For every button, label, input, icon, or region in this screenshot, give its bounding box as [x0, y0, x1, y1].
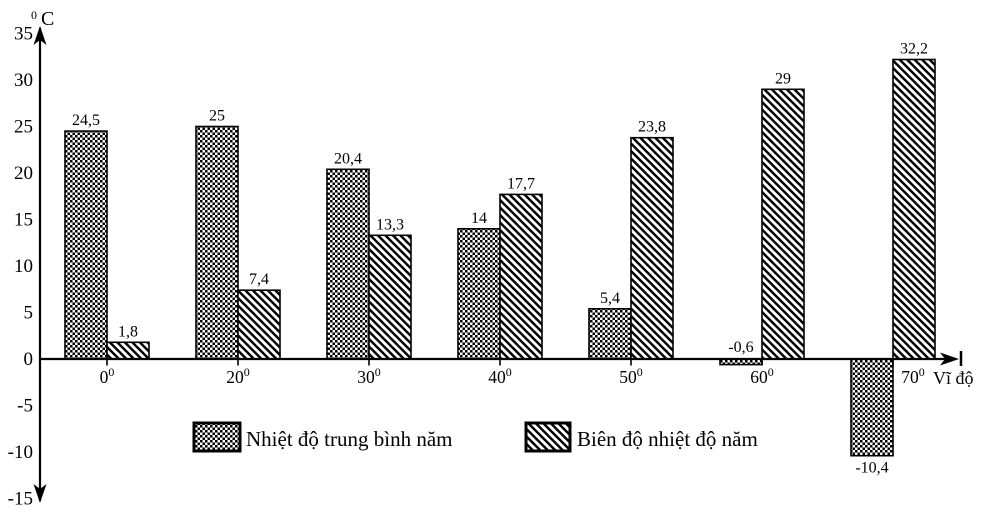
value-label-series1-30: 20,4	[334, 150, 362, 167]
value-label-series1-50: 5,4	[600, 290, 620, 307]
x-category-label-30: 300	[357, 365, 381, 387]
y-tick-label-35: 35	[14, 24, 33, 45]
y-tick-label--10: -10	[8, 442, 33, 463]
y-axis-title: 0 C	[31, 6, 54, 30]
value-label-series1-0: 24,5	[72, 112, 100, 129]
legend-swatch-checkerboard	[192, 421, 242, 453]
value-label-series2-60: 29	[775, 70, 791, 87]
x-category-label-50: 500	[619, 365, 643, 387]
bar-series2-0	[106, 341, 150, 360]
bar-series2-20	[237, 289, 281, 360]
bar-series2-30	[368, 234, 412, 360]
axes-group	[33, 26, 963, 503]
value-label-series2-70: 32,2	[900, 41, 928, 58]
bar-series1-40	[457, 228, 501, 360]
legend-label-series-2: Biên độ nhiệt độ năm	[577, 427, 758, 451]
value-label-series1-70: -10,4	[855, 460, 888, 477]
x-category-label-0: 00	[100, 365, 115, 387]
x-category-label-40: 400	[488, 365, 512, 387]
y-tick-label--5: -5	[17, 396, 33, 417]
value-label-series1-40: 14	[471, 210, 487, 227]
y-axis-arrow-down-icon	[33, 484, 47, 503]
x-axis-arrow-right-icon	[940, 352, 959, 366]
x-axis-title: Vĩ độ	[933, 368, 974, 388]
y-tick-label-0: 0	[24, 349, 34, 370]
bar-series1-50	[588, 307, 632, 360]
y-axis-arrow-up-icon	[33, 26, 47, 45]
bar-series2-70	[892, 58, 936, 360]
bar-series2-60	[761, 88, 805, 360]
value-label-series2-20: 7,4	[249, 271, 269, 288]
legend-swatch-diagonal-hatch	[524, 421, 572, 453]
bar-series1-20	[195, 125, 239, 360]
y-axis-tick-labels: 35 30 25 20 15 10 5 0 -5 -10 -15	[8, 24, 33, 510]
bar-series1-0	[64, 130, 108, 360]
value-label-series2-0: 1,8	[118, 323, 138, 340]
x-category-label-70: 700	[901, 365, 925, 387]
bar-series1-70	[850, 358, 894, 457]
legend-label-series-1: Nhiệt độ trung bình năm	[246, 427, 452, 451]
y-axis-title-superscript: 0	[31, 8, 37, 22]
y-tick-label-25: 25	[14, 117, 33, 138]
y-tick-label-30: 30	[14, 70, 33, 91]
bar-value-labels: 24,5 25 20,4 14 5,4 -0,6 -10,4 1,8 7,4 13,3 17,7 23…	[72, 41, 928, 477]
y-tick-label-20: 20	[14, 163, 33, 184]
y-tick-label-10: 10	[14, 256, 33, 277]
value-label-series2-30: 13,3	[376, 216, 404, 233]
value-label-series2-40: 17,7	[507, 175, 535, 192]
y-tick-label--15: -15	[8, 489, 33, 510]
y-tick-label-5: 5	[24, 303, 34, 324]
x-category-label-20: 200	[226, 365, 250, 387]
bar-series1-30	[326, 168, 370, 360]
x-axis-category-labels: 00 200 300 400 500 600 700	[100, 365, 925, 387]
x-category-label-60: 600	[750, 365, 774, 387]
value-label-series2-50: 23,8	[638, 119, 666, 136]
value-label-series1-60: -0,6	[728, 339, 753, 356]
x-axis-tick-marks	[106, 359, 894, 366]
bars-group	[64, 58, 936, 457]
y-tick-label-15: 15	[14, 210, 33, 231]
bar-series2-50	[630, 136, 674, 360]
legend: Nhiệt độ trung bình năm Biên độ nhiệt độ…	[192, 421, 758, 453]
bar-series2-40	[499, 193, 543, 360]
y-axis-title-main: C	[41, 8, 54, 30]
value-label-series1-20: 25	[209, 108, 225, 125]
